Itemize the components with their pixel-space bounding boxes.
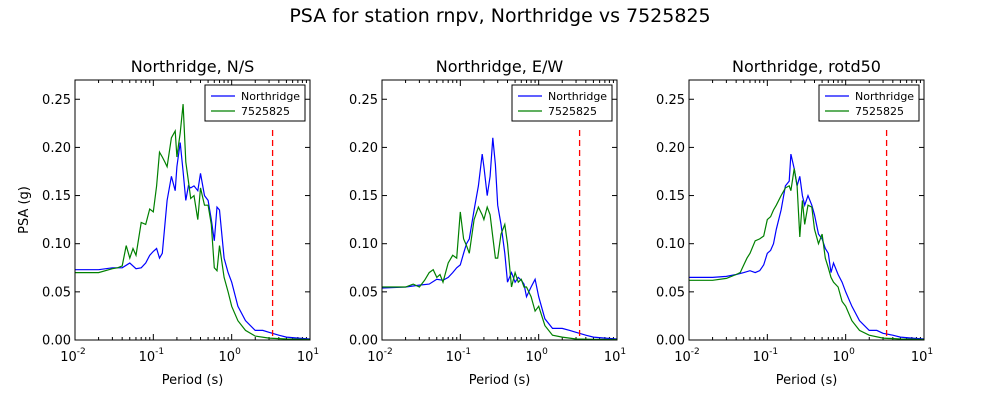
x-tick-label: 100 xyxy=(219,347,242,365)
y-tick-label: 0.10 xyxy=(349,237,378,252)
series-line-northridge xyxy=(382,137,617,340)
legend-box xyxy=(818,84,920,122)
x-tick-exponent: -1 xyxy=(769,347,778,357)
y-tick-label: 0.00 xyxy=(656,334,685,349)
x-tick-exponent: -1 xyxy=(155,347,164,357)
series-line-northridge xyxy=(75,142,310,340)
legend: Northridge 7525825 xyxy=(511,84,613,122)
x-tick-label: 10-2 xyxy=(674,347,700,365)
x-axis-label: Period (s) xyxy=(776,373,838,388)
plot-frame xyxy=(688,79,925,341)
x-tick-label: 101 xyxy=(297,347,319,365)
subplot-title: Northridge, E/W xyxy=(436,57,564,76)
series-line-northridge xyxy=(689,153,924,340)
x-tick-exponent: 0 xyxy=(542,347,548,357)
x-tick-exponent: 1 xyxy=(927,347,933,357)
y-tick-label: 0.00 xyxy=(349,334,378,349)
x-tick-label: 101 xyxy=(911,347,933,365)
y-tick-label: 0.15 xyxy=(42,189,71,204)
y-tick-label: 0.25 xyxy=(656,93,685,108)
legend-box xyxy=(511,84,613,122)
x-tick-label: 100 xyxy=(833,347,856,365)
y-tick-label: 0.00 xyxy=(42,334,71,349)
figure-title: PSA for station rnpv, Northridge vs 7525… xyxy=(289,5,711,27)
y-tick-label: 0.20 xyxy=(656,141,685,156)
x-tick-exponent: 1 xyxy=(313,347,319,357)
x-tick-label: 100 xyxy=(526,347,549,365)
legend: Northridge 7525825 xyxy=(204,84,306,122)
y-tick-label: 0.25 xyxy=(42,93,71,108)
y-tick-label: 0.20 xyxy=(349,141,378,156)
x-tick-exponent: 1 xyxy=(620,347,626,357)
y-tick-label: 0.25 xyxy=(349,93,378,108)
x-tick-exponent: -2 xyxy=(691,347,700,357)
plot-frame xyxy=(381,79,618,341)
y-tick-label: 0.05 xyxy=(42,285,71,300)
y-tick-label: 0.05 xyxy=(349,285,378,300)
subplot-title: Northridge, rotd50 xyxy=(732,57,881,76)
x-tick-label: 101 xyxy=(604,347,626,365)
legend-label: 7525825 xyxy=(855,105,904,118)
y-tick-label: 0.20 xyxy=(42,141,71,156)
x-axis-label: Period (s) xyxy=(162,373,224,388)
y-tick-label: 0.15 xyxy=(656,189,685,204)
y-axis-label: PSA (g) xyxy=(17,186,32,234)
y-tick-label: 0.10 xyxy=(42,237,71,252)
legend-box xyxy=(204,84,306,122)
y-tick-label: 0.10 xyxy=(656,237,685,252)
y-tick-label: 0.05 xyxy=(656,285,685,300)
x-tick-exponent: -1 xyxy=(462,347,471,357)
x-tick-label: 10-1 xyxy=(753,347,779,365)
legend-label: Northridge xyxy=(548,90,607,103)
legend: Northridge 7525825 xyxy=(818,84,920,122)
plot-frame xyxy=(74,79,311,341)
series-line-7525825 xyxy=(75,104,310,340)
x-tick-exponent: -2 xyxy=(384,347,393,357)
x-axis-label: Period (s) xyxy=(469,373,531,388)
subplot-title: Northridge, N/S xyxy=(131,57,255,76)
series-line-7525825 xyxy=(689,168,924,340)
x-tick-label: 10-1 xyxy=(139,347,165,365)
x-tick-label: 10-2 xyxy=(60,347,86,365)
x-tick-exponent: 0 xyxy=(235,347,241,357)
x-tick-label: 10-1 xyxy=(446,347,472,365)
x-tick-exponent: -2 xyxy=(77,347,86,357)
legend-label: Northridge xyxy=(855,90,914,103)
legend-label: 7525825 xyxy=(241,105,290,118)
series-line-7525825 xyxy=(382,205,617,340)
legend-label: Northridge xyxy=(241,90,300,103)
y-tick-label: 0.15 xyxy=(349,189,378,204)
x-tick-exponent: 0 xyxy=(849,347,855,357)
x-tick-label: 10-2 xyxy=(367,347,393,365)
legend-label: 7525825 xyxy=(548,105,597,118)
